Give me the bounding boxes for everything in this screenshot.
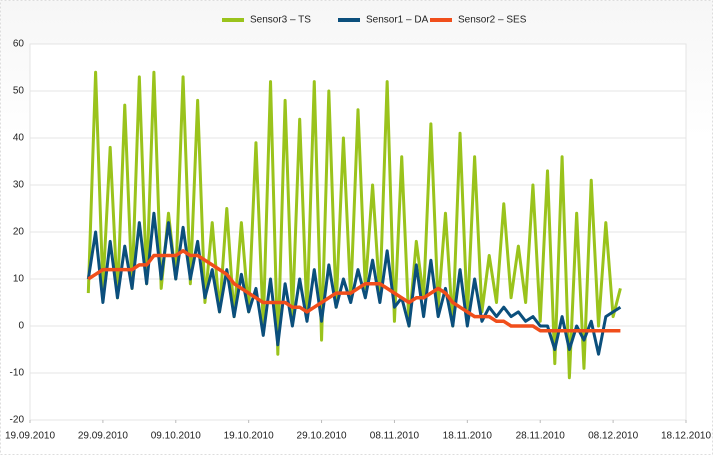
x-tick-label: 29.10.2010 <box>297 431 347 442</box>
y-tick-label: 40 <box>13 133 25 144</box>
series-line <box>86 70 622 380</box>
y-tick-label: 10 <box>13 274 25 285</box>
x-tick-label: 18.11.2010 <box>443 431 493 442</box>
x-tick-label: 29.09.2010 <box>78 431 128 442</box>
x-tick-label: 18.12.2010 <box>661 431 711 442</box>
x-tick-label: 08.12.2010 <box>588 431 638 442</box>
series-line <box>87 249 621 333</box>
legend-label: Sensor2 – SES <box>458 15 527 26</box>
x-tick-label: 19.10.2010 <box>224 431 274 442</box>
y-tick-label: -10 <box>10 368 25 379</box>
y-tick-label: -20 <box>10 415 25 426</box>
y-tick-label: 50 <box>13 86 25 97</box>
y-tick-label: 30 <box>13 180 25 191</box>
y-tick-label: 20 <box>13 227 25 238</box>
series-line <box>86 211 622 356</box>
legend-label: Sensor3 – TS <box>250 15 311 26</box>
legend: Sensor3 – TS Sensor1 – DA Sensor2 – SES <box>222 15 527 26</box>
x-tick-label: 28.11.2010 <box>516 431 566 442</box>
y-tick-label: 0 <box>18 321 24 332</box>
x-tick-label: 19.09.2010 <box>5 431 55 442</box>
x-tick-label: 08.11.2010 <box>370 431 420 442</box>
legend-label: Sensor1 – DA <box>366 15 429 26</box>
y-tick-label: 60 <box>13 39 25 50</box>
x-tick-label: 09.10.2010 <box>151 431 201 442</box>
